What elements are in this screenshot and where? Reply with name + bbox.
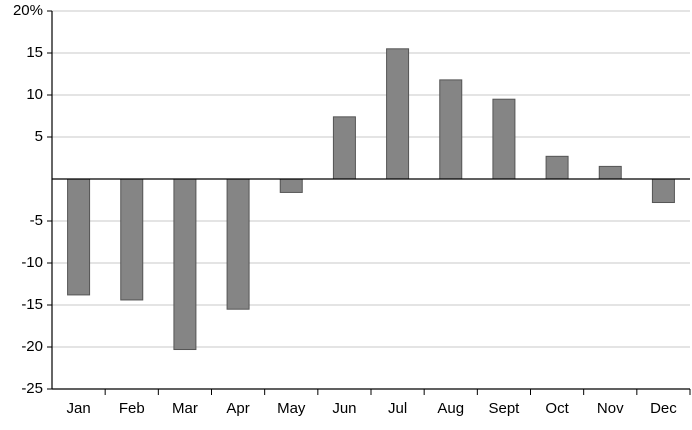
y-tick-label: 5 xyxy=(35,128,43,145)
bar xyxy=(332,116,356,180)
x-tick-label: Aug xyxy=(437,400,464,417)
y-tick-label: -10 xyxy=(21,254,43,271)
x-tick-label: Sept xyxy=(488,400,520,417)
x-tick-label: Jun xyxy=(332,400,356,417)
bar xyxy=(173,178,197,351)
bar xyxy=(226,178,250,310)
x-tick-label: Oct xyxy=(545,400,569,417)
y-tick-label: -25 xyxy=(21,380,43,397)
y-tick-label: -5 xyxy=(30,212,43,229)
x-tick-label: Jan xyxy=(66,400,90,417)
y-tick-label: 15 xyxy=(26,44,43,61)
bar xyxy=(651,178,675,204)
x-tick-label: Apr xyxy=(226,400,249,417)
x-tick-label: Dec xyxy=(650,400,677,417)
y-tick-label: 20% xyxy=(13,2,43,19)
bar xyxy=(598,165,622,180)
x-tick-label: Feb xyxy=(119,400,145,417)
x-tick-label: Jul xyxy=(388,400,407,417)
bar xyxy=(120,178,144,301)
bar xyxy=(492,98,516,180)
bar xyxy=(386,48,410,180)
x-tick-label: Mar xyxy=(172,400,198,417)
y-tick-label: 10 xyxy=(26,86,43,103)
y-tick-label: -20 xyxy=(21,338,43,355)
x-tick-label: May xyxy=(277,400,306,417)
y-tick-label: -15 xyxy=(21,296,43,313)
bar xyxy=(279,178,303,193)
x-tick-label: Nov xyxy=(597,400,624,417)
bar xyxy=(545,155,569,180)
bar xyxy=(67,178,91,296)
bar xyxy=(439,79,463,180)
